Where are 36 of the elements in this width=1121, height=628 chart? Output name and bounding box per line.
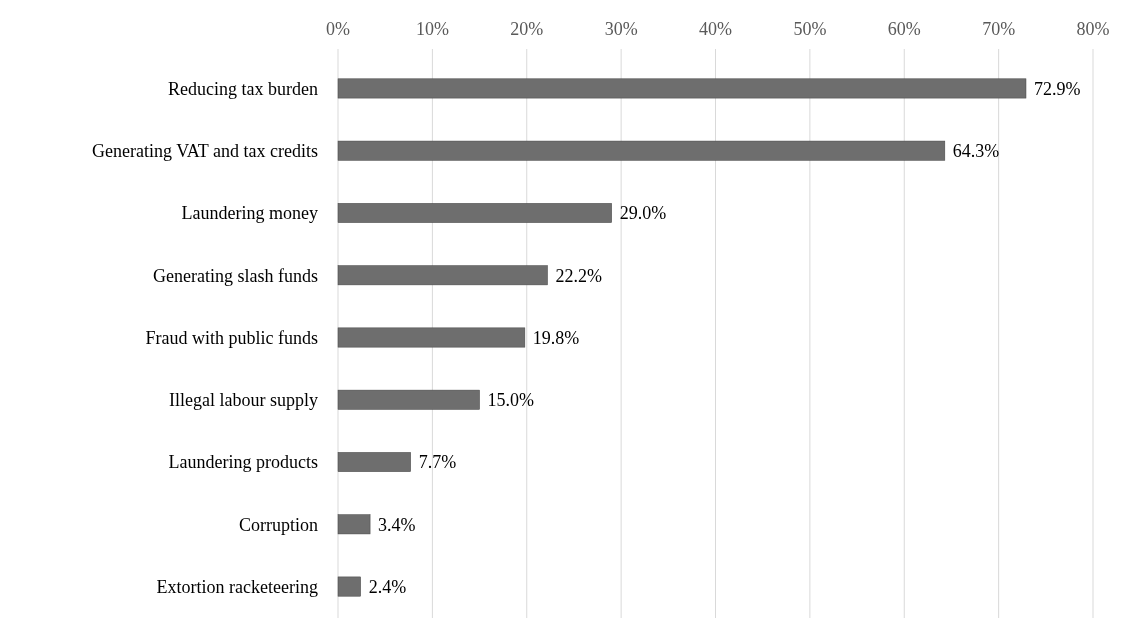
- x-tick-label: 50%: [793, 19, 827, 39]
- y-tick-label: Generating VAT and tax credits: [92, 141, 318, 162]
- bar: [337, 327, 526, 348]
- data-label: 7.7%: [418, 452, 457, 473]
- data-label: 2.4%: [368, 576, 407, 597]
- data-label: 22.2%: [555, 265, 603, 286]
- x-tick-label: 70%: [982, 19, 1016, 39]
- bar: [337, 203, 612, 223]
- bar: [337, 576, 361, 597]
- data-label: 3.4%: [378, 514, 416, 535]
- x-tick-label: 20%: [510, 19, 544, 39]
- x-tick-label: 60%: [887, 19, 921, 39]
- x-tick-label: 80%: [1076, 19, 1110, 39]
- x-tick-label: 10%: [415, 19, 449, 39]
- x-tick-label: 40%: [699, 19, 732, 39]
- bar: [337, 265, 548, 286]
- x-tick-label: 0%: [326, 19, 350, 39]
- data-label: 72.9%: [1033, 78, 1081, 99]
- bar: [337, 452, 411, 472]
- y-tick-label: Generating slash funds: [153, 265, 318, 286]
- data-label: 15.0%: [487, 390, 535, 411]
- y-tick-label: Laundering money: [181, 203, 318, 224]
- y-tick-label: Laundering products: [168, 452, 318, 473]
- bar: [337, 78, 1027, 99]
- y-tick-label: Extortion racketeering: [156, 576, 318, 597]
- y-tick-label: Illegal labour supply: [169, 390, 318, 411]
- bar: [337, 514, 371, 535]
- y-tick-label: Fraud with public funds: [145, 327, 318, 348]
- bar: [337, 140, 946, 161]
- y-tick-label: Reducing tax burden: [168, 78, 318, 99]
- y-tick-label: Corruption: [239, 514, 318, 535]
- data-label: 29.0%: [619, 203, 667, 224]
- data-label: 64.3%: [952, 141, 1000, 162]
- x-tick-label: 30%: [604, 19, 638, 39]
- data-label: 19.8%: [532, 327, 580, 348]
- bar: [337, 389, 480, 410]
